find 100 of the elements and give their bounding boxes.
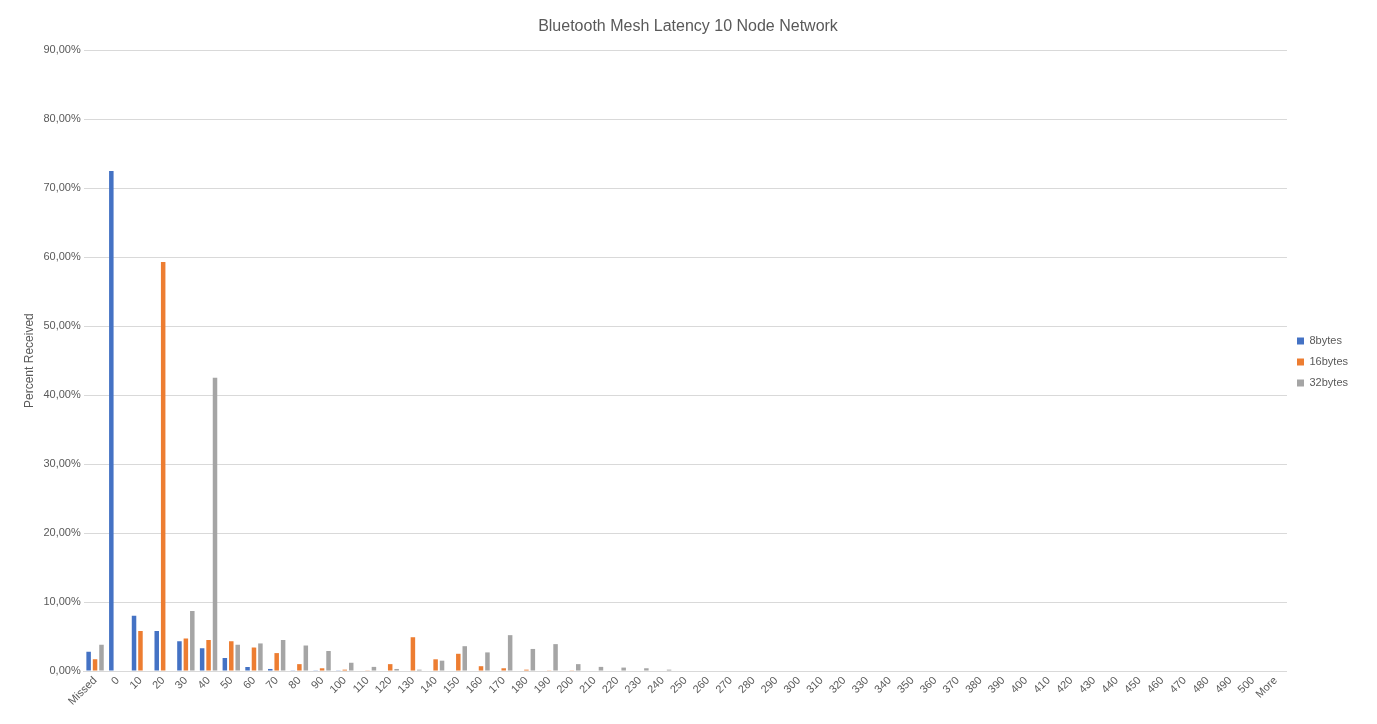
x-tick-label: 100 [326, 673, 349, 696]
x-tick-label: 130 [394, 673, 417, 696]
x-tick-label: 490 [1212, 673, 1234, 696]
x-tick-label: 410 [1030, 673, 1053, 696]
bar [206, 639, 211, 671]
bar [92, 659, 98, 671]
x-tick-label: 440 [1098, 673, 1121, 696]
x-tick-label: 210 [576, 673, 599, 696]
x-tick-label: 420 [1053, 673, 1075, 696]
bar [371, 666, 377, 671]
x-tick-label: 230 [622, 673, 644, 696]
x-tick-label: 350 [894, 673, 916, 696]
x-tick-label: 30 [172, 673, 190, 691]
bar [190, 611, 195, 671]
bar [154, 631, 159, 671]
legend-label: 8bytes [1309, 334, 1343, 347]
x-tick-label: 200 [553, 673, 576, 696]
bar [501, 668, 506, 671]
bar [326, 651, 331, 671]
x-tick-label: 310 [803, 673, 826, 696]
bar [258, 643, 263, 671]
bar [229, 641, 234, 671]
bar [138, 631, 143, 671]
x-tick-label: 470 [1166, 673, 1189, 696]
y-tick-label: 80,00% [43, 112, 81, 125]
y-tick-label: 60,00% [43, 250, 81, 263]
bar [478, 666, 484, 671]
bar [530, 648, 536, 671]
x-tick-label: 140 [417, 673, 440, 696]
x-tick-label: 90 [308, 673, 326, 691]
x-tick-label: 190 [531, 673, 553, 696]
bar [387, 664, 393, 671]
legend-label: 32bytes [1309, 376, 1349, 389]
chart-title: Bluetooth Mesh Latency 10 Node Network [538, 17, 839, 35]
x-tick-label: 50 [217, 673, 235, 691]
x-tick-label: 110 [350, 673, 372, 695]
y-tick-label: 50,00% [43, 319, 81, 332]
bar [177, 641, 182, 671]
x-tick-label: 320 [826, 673, 848, 696]
bar [410, 637, 416, 671]
bar [598, 666, 604, 671]
y-tick-label: 90,00% [43, 43, 81, 56]
x-tick-label: 80 [285, 673, 303, 691]
x-tick-label: 0 [108, 673, 122, 687]
x-tick-label: 70 [263, 673, 281, 691]
x-tick-label: 360 [917, 673, 939, 696]
x-tick-label: 10 [126, 673, 145, 691]
x-tick-label: 260 [690, 673, 712, 696]
bar [439, 660, 445, 671]
bar [199, 648, 205, 671]
y-tick-label: 20,00% [43, 526, 81, 539]
x-tick-label: 180 [508, 673, 530, 696]
bar [99, 644, 104, 671]
bar [553, 644, 558, 671]
bar [644, 668, 649, 671]
bar [222, 657, 228, 671]
x-tick-label: 290 [758, 673, 780, 696]
x-tick-label: 220 [599, 673, 621, 696]
x-tick-label: 170 [485, 673, 508, 696]
bar [274, 653, 279, 671]
bar [245, 666, 250, 671]
bar [433, 659, 438, 671]
x-tick-label: 280 [735, 673, 758, 696]
bar [621, 667, 626, 671]
x-tick-label: 60 [240, 673, 258, 691]
x-tick-label: 400 [1007, 673, 1030, 696]
x-tick-label: 20 [149, 673, 167, 691]
bar [297, 664, 302, 671]
x-tick-label: 370 [939, 673, 962, 696]
x-tick-label: 270 [712, 673, 735, 696]
y-tick-label: 70,00% [43, 181, 81, 194]
bar [280, 639, 286, 671]
bar [456, 653, 461, 671]
bar [507, 635, 513, 671]
x-tick-label: 480 [1189, 673, 1212, 696]
bar [109, 170, 114, 671]
x-tick-label: 390 [985, 673, 1007, 696]
bar [319, 668, 325, 671]
y-tick-label: 0,00% [49, 664, 81, 677]
x-tick-label: 450 [1121, 673, 1143, 696]
x-tick-label: 250 [667, 673, 689, 696]
x-tick-label: 160 [463, 673, 485, 696]
legend-label: 16bytes [1309, 355, 1349, 368]
x-tick-label: 340 [871, 673, 894, 696]
y-tick-label: 30,00% [43, 457, 81, 470]
y-axis-title: Percent Received [21, 313, 36, 408]
x-tick-label: 300 [780, 673, 803, 696]
y-tick-label: 40,00% [43, 388, 81, 401]
bar [576, 664, 581, 671]
bar [348, 662, 354, 671]
x-tick-label: 460 [1144, 673, 1166, 696]
y-tick-label: 10,00% [43, 595, 81, 608]
bar [462, 646, 467, 671]
bar [86, 651, 91, 671]
x-tick-label: 40 [194, 673, 213, 691]
x-tick-label: 150 [440, 673, 462, 696]
bar [485, 652, 490, 671]
x-tick-label: 380 [962, 673, 985, 696]
x-tick-label: 330 [849, 673, 871, 696]
x-tick-label: 430 [1076, 673, 1098, 696]
